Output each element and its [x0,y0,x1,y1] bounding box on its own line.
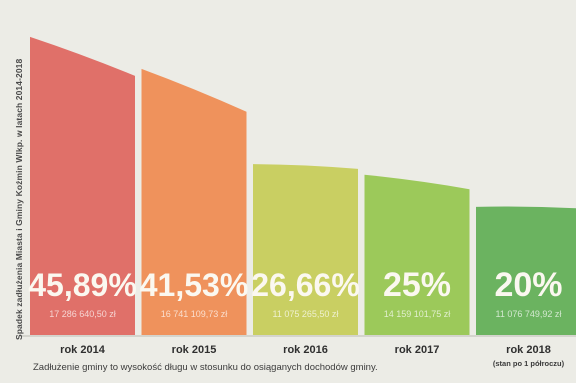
value-label-3: 26,66% [251,267,360,303]
bar-4 [364,174,470,335]
footnote: Zadłużenie gminy to wysokość długu w sto… [33,362,378,373]
category-label-5: rok 2018 [506,344,551,356]
value-label-1: 45,89% [28,267,137,303]
value-label-5: 20% [494,266,562,304]
bar-5 [476,206,576,335]
category-label-3: rok 2016 [283,344,328,356]
amount-label-3: 11 075 265,50 zł [273,309,339,319]
category-label-4: rok 2017 [395,344,440,356]
bar-2 [141,68,247,335]
value-label-2: 41,53% [140,267,249,303]
y-axis-label: Spadek zadłużenia Miasta i Gminy Koźmin … [14,58,24,340]
bar-1 [30,36,135,336]
amount-label-1: 17 286 640,50 zł [49,309,116,319]
category-label-2: rok 2015 [172,344,217,356]
bar-3 [253,164,358,335]
amount-label-5: 11 076 749,92 zł [496,309,562,319]
amount-label-4: 14 159 101,75 zł [384,309,451,319]
category-label-1: rok 2014 [60,344,106,356]
amount-label-2: 16 741 109,73 zł [161,309,228,319]
category-note-5: (stan po 1 półroczu) [493,359,565,368]
value-label-4: 25% [383,266,451,304]
